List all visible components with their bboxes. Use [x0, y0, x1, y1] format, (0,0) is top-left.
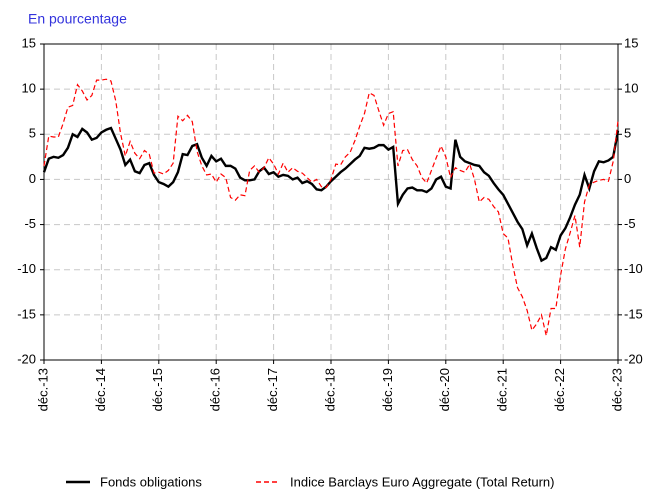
- legend-label: Indice Barclays Euro Aggregate (Total Re…: [290, 474, 554, 489]
- x-tick-label: déc.-19: [380, 368, 395, 411]
- chart-title: En pourcentage: [28, 11, 127, 27]
- y2-tick-label: -5: [624, 216, 636, 231]
- y-tick-label: -20: [17, 351, 36, 366]
- y-tick-label: -10: [17, 261, 36, 276]
- y-tick-label: 15: [22, 35, 36, 50]
- x-tick-label: déc.-20: [437, 368, 452, 411]
- x-tick-label: déc.-17: [265, 368, 280, 411]
- series-line: [43, 78, 619, 336]
- y-tick-label: 0: [29, 171, 36, 186]
- y2-tick-label: -15: [624, 306, 643, 321]
- y-tick-label: -15: [17, 306, 36, 321]
- x-tick-label: déc.-14: [93, 368, 108, 411]
- y-tick-label: 5: [29, 126, 36, 141]
- y2-tick-label: -10: [624, 261, 643, 276]
- y-tick-label: -5: [24, 216, 36, 231]
- y2-tick-label: 10: [624, 81, 638, 96]
- x-tick-label: déc.-18: [322, 368, 337, 411]
- x-tick-label: déc.-16: [208, 368, 223, 411]
- x-tick-label: déc.-21: [495, 368, 510, 411]
- x-tick-label: déc.-23: [609, 368, 624, 411]
- y2-tick-label: 15: [624, 35, 638, 50]
- y2-tick-label: 5: [624, 126, 631, 141]
- y2-tick-label: 0: [624, 171, 631, 186]
- legend-label: Fonds obligations: [100, 474, 202, 489]
- x-tick-label: déc.-13: [35, 368, 50, 411]
- y-tick-label: 10: [22, 81, 36, 96]
- y2-tick-label: -20: [624, 351, 643, 366]
- plot-frame: [43, 43, 619, 361]
- series-line: [42, 126, 620, 263]
- x-tick-label: déc.-22: [552, 368, 567, 411]
- x-tick-label: déc.-15: [150, 368, 165, 411]
